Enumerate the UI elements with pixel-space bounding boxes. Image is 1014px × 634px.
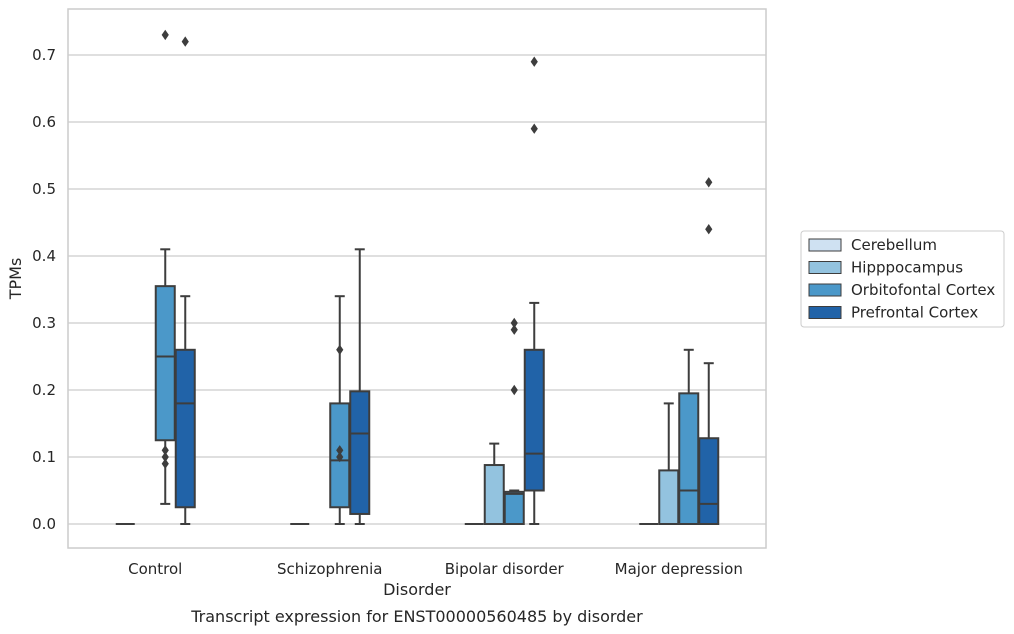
x-axis-title: Disorder bbox=[383, 580, 451, 599]
plot-frame bbox=[67, 8, 767, 549]
box-orbitofontal-cortex bbox=[678, 348, 700, 525]
y-tick-label: 0.0 bbox=[32, 515, 56, 533]
outlier-point bbox=[161, 458, 169, 469]
legend-swatch bbox=[808, 306, 842, 319]
outlier-point bbox=[336, 451, 344, 463]
outlier-point bbox=[510, 317, 518, 329]
x-tick-label: Control bbox=[128, 560, 182, 578]
chart-caption: Transcript expression for ENST0000056048… bbox=[190, 607, 643, 626]
legend-label: Hipppocampus bbox=[851, 259, 963, 277]
box-plot-area bbox=[115, 29, 720, 526]
x-tick-label: Schizophrenia bbox=[277, 560, 382, 578]
outlier-point bbox=[510, 384, 518, 396]
y-tick-label: 0.6 bbox=[32, 113, 56, 131]
box-iqr bbox=[349, 390, 371, 515]
box-orbitofontal-cortex bbox=[503, 317, 525, 525]
outlier-point bbox=[530, 123, 538, 134]
box-prefrontal-cortex bbox=[349, 248, 371, 525]
y-axis-ticks: 0.0 0.1 0.2 0.3 0.4 0.5 0.6 0.7 bbox=[32, 46, 56, 533]
legend-frame bbox=[800, 230, 1005, 328]
legend-swatch bbox=[808, 238, 842, 252]
box-iqr bbox=[523, 348, 545, 492]
legend-swatch bbox=[808, 261, 842, 274]
y-axis-title: TPMs bbox=[6, 258, 25, 301]
outlier-point bbox=[530, 56, 538, 67]
box-iqr bbox=[503, 490, 525, 525]
box-prefrontal-cortex bbox=[523, 56, 545, 525]
box-iqr bbox=[678, 392, 700, 525]
y-tick-label: 0.7 bbox=[32, 46, 56, 64]
outlier-point bbox=[336, 445, 344, 456]
legend-label: Cerebellum bbox=[851, 236, 937, 254]
y-tick-label: 0.4 bbox=[32, 247, 56, 265]
outlier-point bbox=[161, 29, 169, 41]
box-hipppocampus bbox=[658, 402, 680, 525]
outlier-point bbox=[161, 445, 169, 456]
outlier-point bbox=[161, 451, 169, 463]
x-tick-label: Major depression bbox=[615, 560, 743, 578]
x-axis-ticks: Control Schizophrenia Bipolar disorder Majo… bbox=[128, 560, 743, 578]
y-tick-label: 0.3 bbox=[32, 314, 56, 332]
box-orbitofontal-cortex bbox=[329, 295, 351, 525]
box-iqr bbox=[698, 437, 720, 525]
y-tick-label: 0.5 bbox=[32, 180, 56, 198]
outlier-point bbox=[336, 344, 344, 355]
outlier-point bbox=[510, 324, 518, 335]
box-prefrontal-cortex bbox=[174, 36, 196, 525]
box-iqr bbox=[483, 464, 505, 526]
y-tick-label: 0.2 bbox=[32, 381, 56, 399]
legend-label: Orbitofontal Cortex bbox=[851, 281, 995, 299]
box-orbitofontal-cortex bbox=[154, 29, 176, 505]
outlier-point bbox=[181, 36, 189, 47]
box-hipppocampus bbox=[483, 442, 505, 526]
outlier-point bbox=[705, 177, 713, 188]
legend-swatch bbox=[808, 283, 842, 297]
box-iqr bbox=[154, 285, 176, 442]
y-tick-label: 0.1 bbox=[32, 448, 56, 466]
outlier-point bbox=[705, 224, 713, 235]
x-tick-label: Bipolar disorder bbox=[445, 560, 565, 578]
box-iqr bbox=[658, 469, 680, 525]
legend-label: Prefrontal Cortex bbox=[851, 304, 978, 322]
legend: Cerebellum Hipppocampus Orbitofontal Corte… bbox=[800, 230, 1005, 328]
box-prefrontal-cortex bbox=[698, 177, 720, 525]
box-iqr bbox=[174, 348, 196, 509]
